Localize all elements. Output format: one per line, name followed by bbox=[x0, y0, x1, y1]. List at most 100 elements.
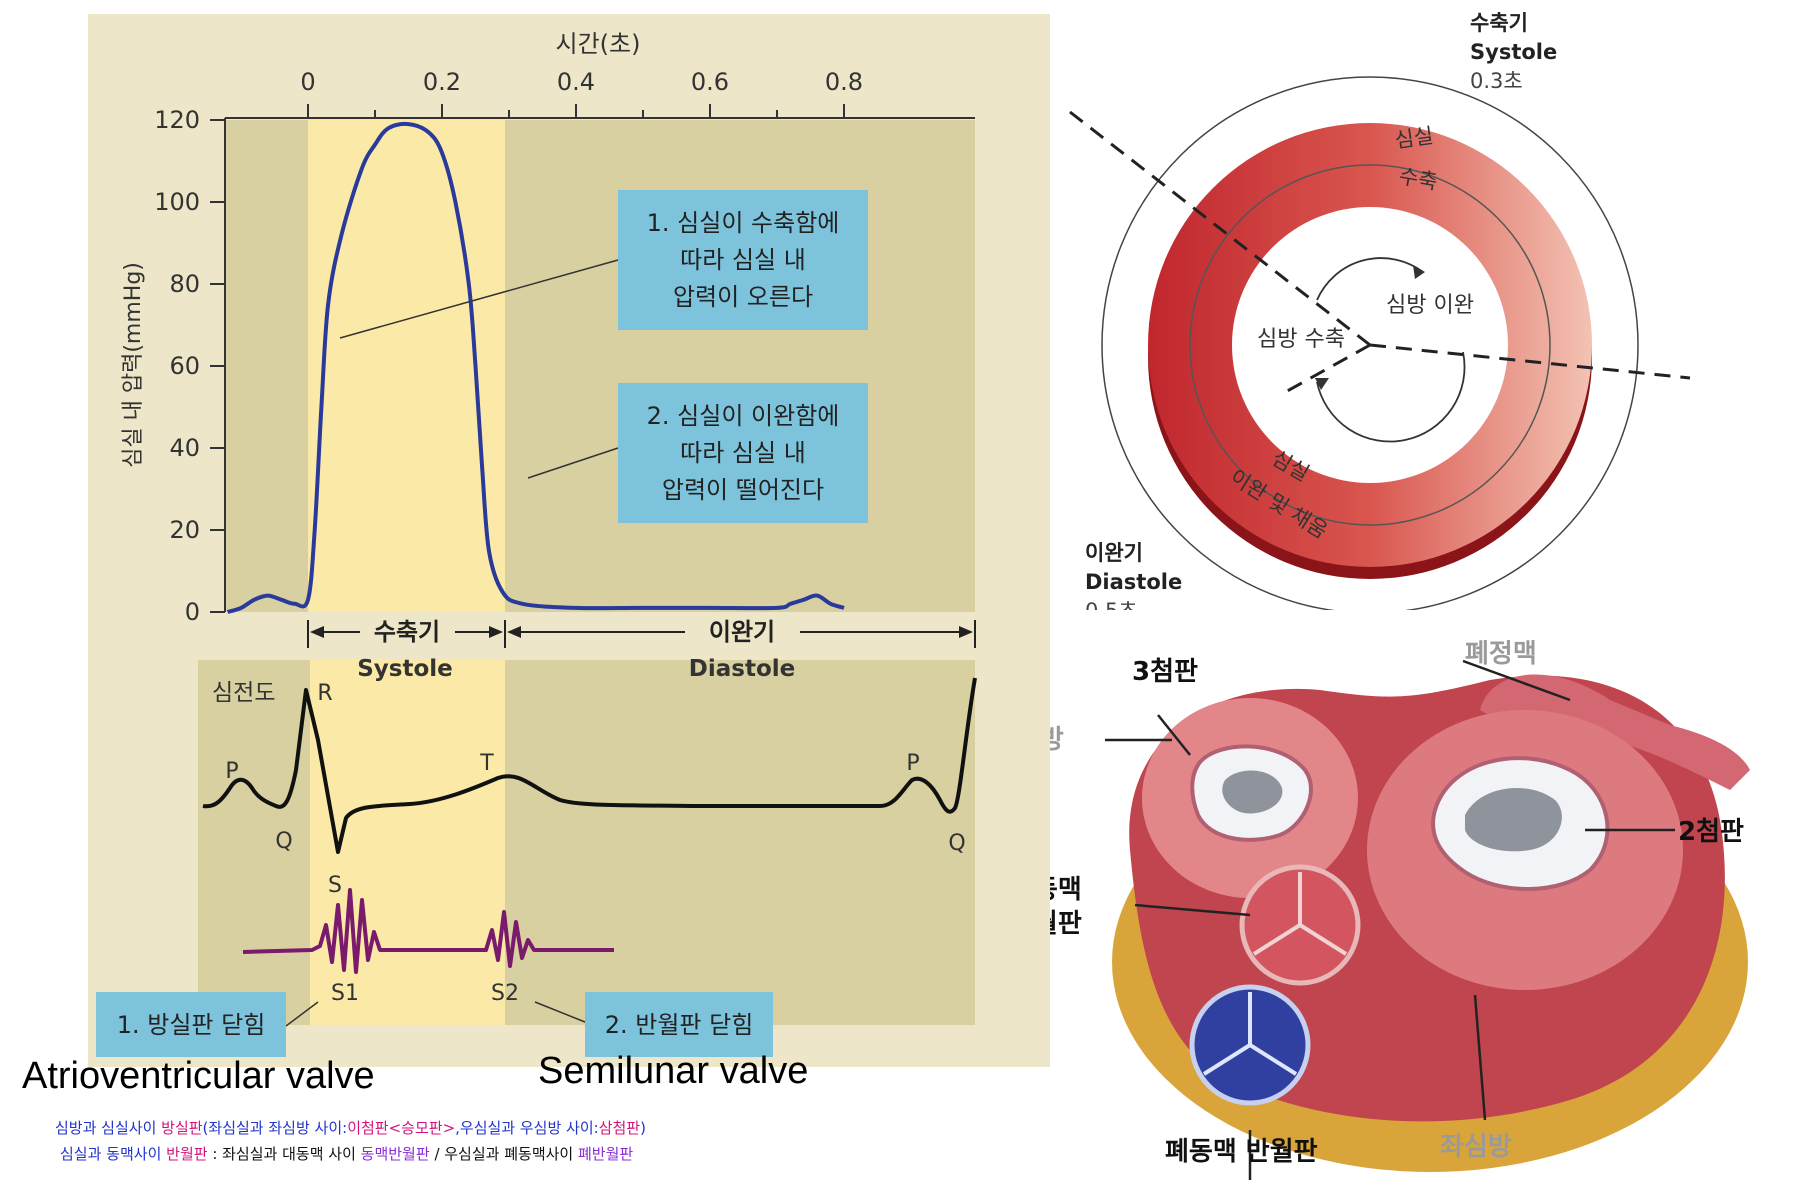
box1 bbox=[96, 992, 286, 1057]
y-tick-label: 20 bbox=[169, 516, 200, 544]
box2-leader bbox=[534, 1001, 586, 1023]
note-line-2: 심실과 동맥사이 반월판 : 좌심실과 대동맥 사이 동맥반월판 / 우심실과 … bbox=[60, 1143, 633, 1164]
aortic-valve-label-1: 대동맥 bbox=[1050, 875, 1082, 905]
pulmonary-valve-cusps bbox=[1202, 992, 1298, 1076]
bicuspid-label: 2첨판 bbox=[1678, 817, 1744, 847]
y-tick-label: 120 bbox=[154, 106, 200, 134]
callout2-line3: 압력이 떨어진다 bbox=[662, 476, 824, 504]
callout1-leader bbox=[339, 259, 619, 339]
outer-cycle-circle bbox=[1101, 76, 1639, 610]
aortic-valve-cusps bbox=[1252, 872, 1348, 956]
diastole-kr-label: 이완기 bbox=[709, 618, 775, 646]
heart-sound-trace bbox=[242, 888, 614, 974]
inner-left-label: 심방 수축 bbox=[1257, 327, 1345, 352]
left-atrium-label: 좌심방 bbox=[1440, 1132, 1512, 1162]
cardiac-cycle-diagram: 수축기 Systole 0.3초 심방 이완 심방 수축 심실 수축 심실 이완… bbox=[1069, 11, 1691, 610]
top-tick-label: 0.6 bbox=[691, 68, 729, 96]
ring-top-label-1: 심실 bbox=[1393, 123, 1435, 152]
systole-kr-label: 수축기 bbox=[374, 618, 440, 646]
cycle-systole-en: Systole bbox=[1470, 40, 1557, 64]
right-atrium-label: 우심방 bbox=[1050, 725, 1064, 755]
y-tick-label: 80 bbox=[169, 270, 200, 298]
inner-arrowhead-bottom bbox=[1315, 378, 1329, 390]
phase-divider-lines bbox=[1069, 110, 1691, 397]
bicuspid-valve-opening bbox=[1465, 788, 1562, 852]
callout1-line3: 압력이 오른다 bbox=[673, 283, 813, 311]
callout1-line1: 1. 심실이 수축함에 bbox=[647, 209, 840, 237]
note-segment: 폐반월판 bbox=[578, 1145, 634, 1163]
cycle-diastole-kr: 이완기 bbox=[1085, 541, 1143, 565]
box1-label: 1. 방실판 닫힘 bbox=[117, 1011, 266, 1039]
y-tick-label: 100 bbox=[154, 188, 200, 216]
note-segment: 심방과 bbox=[55, 1119, 102, 1137]
inner-arrow-bottom bbox=[1316, 351, 1466, 443]
cycle-diastole-en: Diastole bbox=[1085, 570, 1182, 594]
heart-leader-lines bbox=[1105, 659, 1675, 1180]
top-tick-label: 0 bbox=[300, 68, 315, 96]
tricuspid-valve-opening bbox=[1222, 770, 1283, 814]
note-segment: 방실판 bbox=[161, 1119, 203, 1137]
note-segment: 동맥반월판 bbox=[360, 1145, 430, 1163]
diastole-en-label: Diastole bbox=[689, 656, 795, 682]
ecg-wave-p2: P bbox=[906, 751, 919, 776]
cycle-diastole-time: 0.5초 bbox=[1085, 599, 1138, 610]
note-segment: : 좌심실과 대동맥 사이 bbox=[207, 1145, 361, 1163]
note-segment: 심실과 동맥사이 bbox=[60, 1145, 167, 1163]
note-line-1: 심방과 심실사이 방실판(좌심실과 좌심방 사이:이첨판<승모판>,우심실과 우… bbox=[55, 1117, 646, 1138]
top-tick-label: 0.2 bbox=[423, 68, 461, 96]
pulmonary-valve-label: 폐동맥 반월판 bbox=[1165, 1137, 1318, 1167]
heart-valves-illustration: 3첨판 폐정맥 우심방 2첨판 대동맥 반월판 폐동맥 반월판 좌심방 bbox=[1050, 640, 1750, 1180]
inner-arrow-top bbox=[1316, 257, 1424, 301]
inner-right-label: 심방 이완 bbox=[1386, 293, 1474, 318]
ventricular-pressure-curve bbox=[227, 121, 845, 614]
ecg-label: 심전도 bbox=[212, 680, 275, 706]
tricuspid-label: 3첨판 bbox=[1132, 657, 1198, 687]
note-segment: 이첨판<승모판> bbox=[347, 1119, 456, 1137]
top-tick-label: 0.4 bbox=[557, 68, 595, 96]
note-segment: ) bbox=[640, 1119, 646, 1137]
y-tick-label: 60 bbox=[169, 352, 200, 380]
inner-arrowhead-top bbox=[1413, 265, 1425, 279]
ecg-wave-q1: Q bbox=[275, 829, 292, 854]
systole-band-plot bbox=[308, 120, 505, 612]
ecg-wave-s: S bbox=[328, 873, 342, 898]
y-tick-label: 40 bbox=[169, 434, 200, 462]
pulmonary-vein-shape bbox=[1480, 674, 1750, 790]
ecg-trace bbox=[202, 677, 977, 854]
note-segment: (좌심실과 좌심방 사이: bbox=[202, 1119, 348, 1137]
note-segment: 반월판 bbox=[166, 1145, 208, 1163]
callout2-leader bbox=[527, 447, 619, 479]
box1-leader bbox=[285, 1001, 319, 1027]
y-axis-title: 심실 내 압력(mmHg) bbox=[121, 262, 146, 468]
s2-label: S2 bbox=[491, 981, 519, 1006]
box2-label: 2. 반월판 닫힘 bbox=[605, 1011, 754, 1039]
pulmonary-vein-label: 폐정맥 bbox=[1465, 640, 1537, 669]
note-segment: 심실사이 bbox=[101, 1119, 162, 1137]
ecg-wave-t: T bbox=[479, 751, 494, 776]
callout2-box bbox=[618, 383, 868, 523]
note-segment: 삼첨판 bbox=[598, 1119, 641, 1137]
cycle-systole-kr: 수축기 bbox=[1470, 11, 1528, 35]
top-axis-title: 시간(초) bbox=[556, 30, 641, 58]
ring-mid-line bbox=[1189, 164, 1551, 526]
y-tick-label: 0 bbox=[185, 598, 200, 626]
systole-en-label: Systole bbox=[357, 656, 453, 682]
box2 bbox=[585, 992, 773, 1057]
wiggers-diagram: 시간(초) 0 0.2 0.4 0.6 0.8 심실 내 압력(mmHg) 0 20 40 6… bbox=[88, 14, 1050, 1067]
aortic-valve-label-2: 반월판 bbox=[1050, 909, 1082, 939]
ecg-wave-q2: Q bbox=[948, 831, 965, 856]
callout2-line1: 2. 심실이 이완함에 bbox=[647, 402, 840, 430]
note-segment: / 우심실과 폐동맥사이 bbox=[429, 1145, 578, 1163]
callout1-box bbox=[618, 190, 868, 330]
callout1-line2: 따라 심실 내 bbox=[680, 246, 806, 274]
ecg-wave-r: R bbox=[317, 681, 332, 706]
top-tick-label: 0.8 bbox=[825, 68, 863, 96]
phase-arrowheads bbox=[310, 626, 973, 638]
ecg-wave-p1: P bbox=[225, 759, 238, 784]
s1-label: S1 bbox=[331, 981, 359, 1006]
caption-av-valve: Atrioventricular valve bbox=[22, 1055, 375, 1097]
caption-semilunar-valve: Semilunar valve bbox=[538, 1050, 809, 1092]
callout2-line2: 따라 심실 내 bbox=[680, 439, 806, 467]
note-segment: ,우심실과 우심방 사이: bbox=[455, 1119, 599, 1137]
cycle-systole-time: 0.3초 bbox=[1470, 69, 1523, 93]
